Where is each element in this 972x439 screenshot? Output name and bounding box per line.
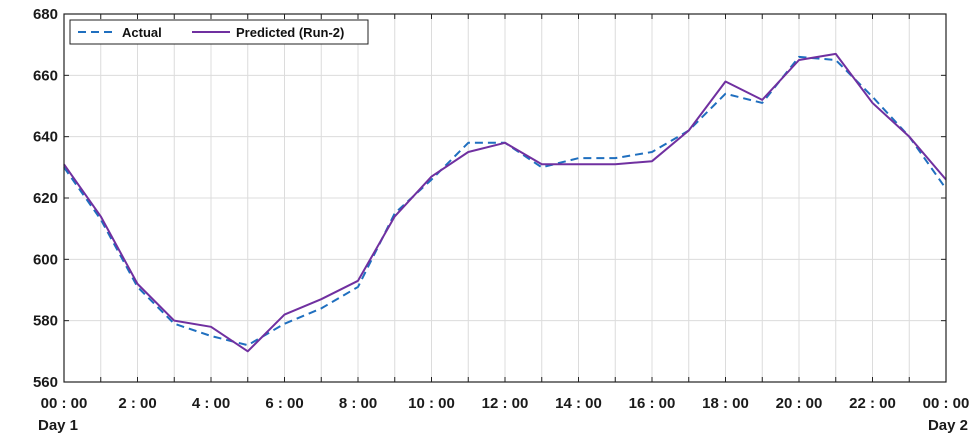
legend-label: Predicted (Run-2) xyxy=(236,25,344,40)
x-tick-label: 4 : 00 xyxy=(192,395,230,412)
x-tick-label: 18 : 00 xyxy=(702,395,749,412)
x-tick-label: 20 : 00 xyxy=(776,395,823,412)
x-tick-label: 12 : 00 xyxy=(482,395,529,412)
legend: Actual Predicted (Run-2) xyxy=(69,19,369,45)
x-tick-label: 10 : 00 xyxy=(408,395,455,412)
x-tick-label: 16 : 00 xyxy=(629,395,676,412)
grid-lines xyxy=(63,13,947,383)
x-tick-label: 14 : 00 xyxy=(555,395,602,412)
series-line-predicted-run-2 xyxy=(63,52,947,353)
y-tick-label: 580 xyxy=(33,313,58,330)
x-tick-label: 8 : 00 xyxy=(339,395,377,412)
series-lines xyxy=(63,52,947,353)
y-tick-label: 560 xyxy=(33,374,58,391)
x-sublabel-end: Day 2 xyxy=(928,417,968,434)
x-tick-label: 6 : 00 xyxy=(265,395,303,412)
legend-label: Actual xyxy=(122,25,162,40)
y-tick-label: 620 xyxy=(33,190,58,207)
x-sublabel-start: Day 1 xyxy=(38,417,78,434)
x-tick-label: 22 : 00 xyxy=(849,395,896,412)
y-tick-label: 640 xyxy=(33,129,58,146)
axes: 560 580 600 620 640 660 680 00 : 00 2 : 00 4 : 00… xyxy=(33,6,969,434)
y-tick-label: 660 xyxy=(33,67,58,84)
y-tick-label: 600 xyxy=(33,251,58,268)
x-tick-label: 2 : 00 xyxy=(118,395,156,412)
x-tick-label: 00 : 00 xyxy=(41,395,88,412)
x-tick-label: 00 : 00 xyxy=(923,395,970,412)
y-tick-label: 680 xyxy=(33,6,58,23)
